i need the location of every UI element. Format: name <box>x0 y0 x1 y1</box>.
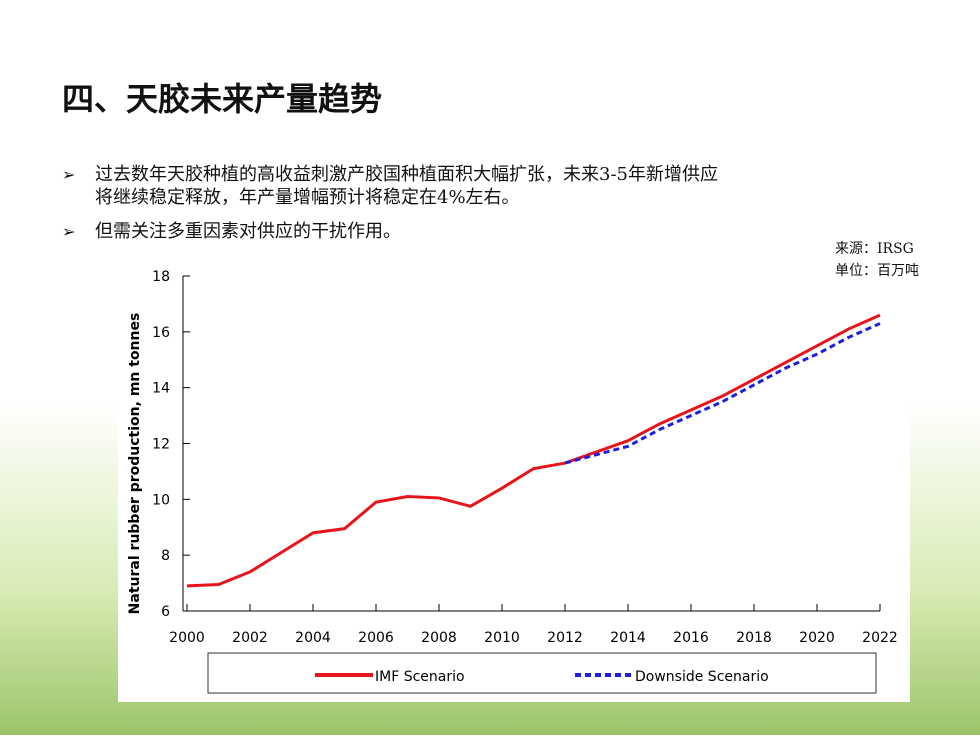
y-tick-label: 6 <box>161 604 170 620</box>
bullet-marker: ➢ <box>62 165 75 184</box>
x-tick-label: 2008 <box>421 630 457 646</box>
bullet-text: 但需关注多重因素对供应的干扰作用。 <box>95 221 401 242</box>
x-tick-label: 2014 <box>610 630 646 646</box>
series-line <box>564 322 881 465</box>
x-tick-label: 2004 <box>295 630 331 646</box>
legend-box <box>207 652 877 694</box>
slide-title: 四、天胶未来产量趋势 <box>62 80 382 118</box>
x-tick-label: 2020 <box>799 630 835 646</box>
x-tick-label: 2016 <box>673 630 709 646</box>
legend-label: Downside Scenario <box>635 669 769 685</box>
x-tick-label: 2002 <box>232 630 268 646</box>
x-tick-label: 2022 <box>862 630 898 646</box>
y-tick-label: 18 <box>152 269 170 285</box>
chart-panel <box>118 255 910 702</box>
x-tick-label: 2012 <box>547 630 583 646</box>
x-tick-label: 2000 <box>169 630 205 646</box>
legend-label: IMF Scenario <box>375 669 465 685</box>
source-note: 单位：百万吨 <box>835 263 919 279</box>
y-axis-label: Natural rubber production, mn tonnes <box>127 313 143 615</box>
y-tick-label: 12 <box>152 437 170 453</box>
y-tick-label: 14 <box>152 381 170 397</box>
y-tick-label: 8 <box>161 548 170 564</box>
bullet-text: 将继续稳定释放，年产量增幅预计将稳定在4%左右。 <box>95 187 520 208</box>
bullet-text: 过去数年天胶种植的高收益刺激产胶国种植面积大幅扩张，未来3-5年新增供应 <box>95 164 718 185</box>
x-tick-label: 2006 <box>358 630 394 646</box>
x-tick-label: 2010 <box>484 630 520 646</box>
bullet-marker: ➢ <box>62 222 75 241</box>
source-note: 来源：IRSG <box>835 241 914 257</box>
x-tick-label: 2018 <box>736 630 772 646</box>
y-tick-label: 10 <box>152 492 170 508</box>
y-tick-label: 16 <box>152 325 170 341</box>
series-line <box>186 313 881 588</box>
